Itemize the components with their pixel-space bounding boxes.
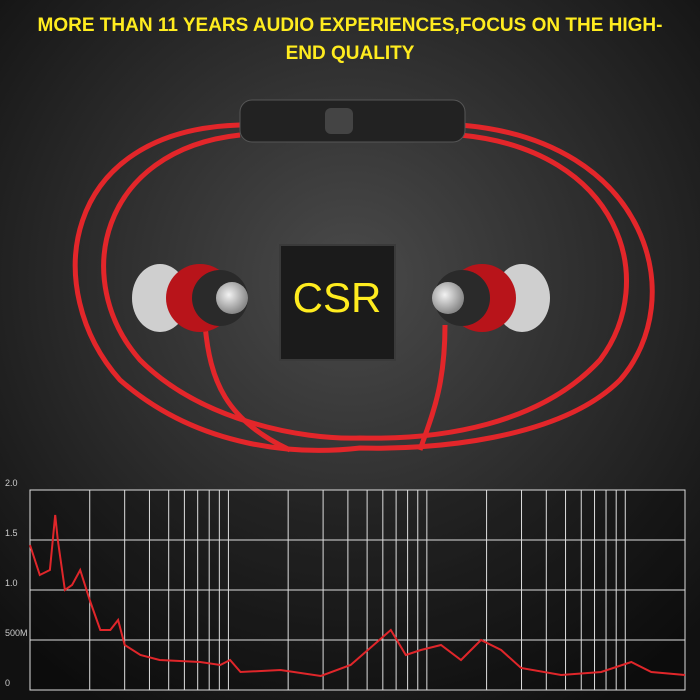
frequency-chart: 0 500M 1.0 1.5 2.0 — [5, 478, 686, 691]
right-earbud — [432, 264, 550, 332]
y-tick-label: 0 — [5, 678, 10, 688]
left-earbud — [132, 264, 248, 332]
chip-label: CSR — [293, 274, 382, 321]
y-tick-label: 500M — [5, 628, 28, 638]
y-tick-label: 1.5 — [5, 528, 18, 538]
remote-button — [325, 108, 353, 134]
y-tick-label: 1.0 — [5, 578, 18, 588]
cable — [72, 122, 655, 453]
y-tick-label: 2.0 — [5, 478, 18, 488]
chip — [279, 244, 396, 361]
response-line — [29, 514, 686, 678]
headline: MORE THAN 11 YEARS AUDIO EXPERIENCES,FOC… — [37, 15, 663, 64]
